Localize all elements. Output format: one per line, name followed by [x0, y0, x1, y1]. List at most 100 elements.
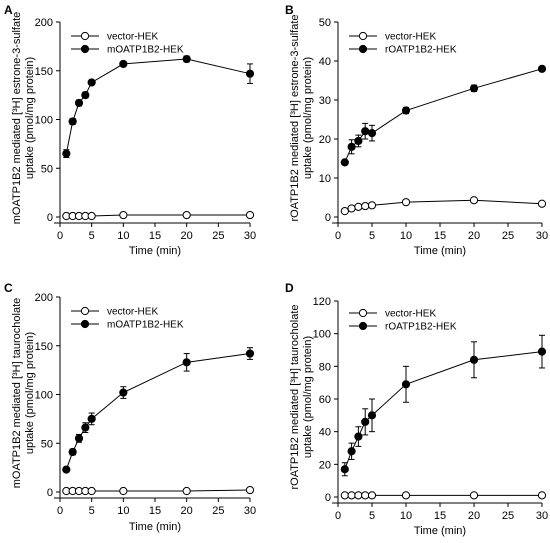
- data-point: [62, 465, 71, 474]
- x-tick-label: 10: [400, 510, 412, 522]
- x-tick-label: 20: [468, 230, 480, 242]
- x-tick-label: 30: [536, 510, 548, 522]
- legend-marker: [358, 31, 368, 41]
- data-point: [401, 106, 411, 115]
- series-vector: [340, 491, 547, 500]
- data-point: [62, 149, 71, 158]
- data-point: [81, 91, 90, 100]
- legend: vector-HEK rOATP1B2-HEK: [349, 32, 457, 56]
- x-tick-label: 10: [400, 230, 412, 242]
- x-tick-label: 15: [434, 510, 446, 522]
- data-point: [347, 491, 356, 500]
- y-tick-label: 120: [313, 296, 331, 308]
- data-point: [74, 98, 84, 108]
- series-line: [65, 353, 251, 470]
- x-tick-label: 15: [149, 505, 161, 517]
- legend: vector-HEK mOATP1B2-HEK: [71, 32, 184, 56]
- data-point: [119, 486, 128, 496]
- y-axis-label-line: mOATP1B2 mediated [³H] taurocholate: [11, 298, 23, 489]
- x-tick-label: 10: [117, 505, 129, 517]
- data-point: [537, 199, 547, 208]
- x-axis-label: Time (min): [129, 245, 181, 257]
- x-tick-label: 30: [244, 230, 256, 242]
- series-line: [344, 68, 543, 163]
- legend-marker: [80, 319, 90, 329]
- y-tick-label: 50: [41, 438, 53, 450]
- series-vector: [62, 485, 255, 496]
- data-point: [367, 201, 377, 210]
- legend: vector-HEK mOATP1B2-HEK: [71, 307, 184, 331]
- data-point: [182, 358, 191, 367]
- y-tick-label: 40: [319, 427, 331, 439]
- data-point: [68, 447, 77, 457]
- data-point: [245, 210, 255, 220]
- data-point: [87, 78, 96, 87]
- series-vector: [62, 210, 255, 221]
- y-tick-label: 20: [319, 134, 331, 146]
- y-tick-label: 20: [319, 459, 331, 471]
- x-tick-label: 20: [181, 505, 193, 517]
- legend-marker: [358, 308, 368, 318]
- y-axis-label-line: uptake (pmol/mg protein): [24, 57, 36, 179]
- data-point: [367, 411, 377, 420]
- data-point: [537, 491, 547, 500]
- data-point: [245, 485, 255, 495]
- legend-marker: [80, 44, 90, 54]
- data-point: [340, 207, 349, 216]
- legend-label: vector-HEK: [107, 307, 158, 318]
- data-point: [87, 486, 96, 496]
- data-point: [469, 355, 479, 364]
- series-transporter: [62, 347, 255, 474]
- y-tick-label: 100: [313, 329, 331, 341]
- x-tick-label: 20: [181, 230, 193, 242]
- x-tick-label: 25: [502, 510, 514, 522]
- data-point: [245, 349, 255, 358]
- data-point: [74, 434, 84, 443]
- series-vector: [340, 196, 547, 216]
- y-tick-label: 200: [35, 292, 53, 304]
- y-axis-label-line: uptake (pmol/mg protein): [24, 332, 36, 454]
- data-point: [469, 491, 479, 500]
- x-tick-label: 5: [89, 230, 95, 242]
- series-transporter: [62, 54, 255, 159]
- y-tick-label: 0: [47, 212, 53, 224]
- x-tick-label: 25: [212, 505, 224, 517]
- y-axis-label: rOATP1B2 mediated [³H] estrone-3-sulfate…: [289, 14, 314, 221]
- y-axis-label: mOATP1B2 mediated [³H] estrone-3-sulfate…: [11, 12, 36, 225]
- y-tick-label: 200: [35, 17, 53, 29]
- x-tick-label: 30: [244, 505, 256, 517]
- x-tick-label: 5: [369, 510, 375, 522]
- legend: vector-HEK rOATP1B2-HEK: [349, 309, 457, 333]
- legend-label: vector-HEK: [107, 32, 158, 43]
- x-tick-label: 0: [57, 230, 63, 242]
- y-axis-label-line: uptake (pmol/mg protein): [302, 57, 314, 179]
- legend-marker: [358, 321, 368, 331]
- data-point: [340, 491, 349, 500]
- data-point: [537, 347, 547, 356]
- x-tick-label: 5: [369, 230, 375, 242]
- data-point: [354, 432, 363, 441]
- data-point: [340, 465, 349, 474]
- y-tick-label: 10: [319, 173, 331, 185]
- series-transporter: [340, 334, 547, 477]
- data-point: [87, 211, 96, 221]
- data-point: [361, 491, 370, 500]
- data-point: [119, 59, 128, 69]
- data-point: [469, 196, 479, 205]
- data-point: [119, 210, 128, 220]
- panel-d: D 0 5 10 15 20 25 30 0 20 40 60 80 100 120 Time (min) rO…: [285, 281, 548, 537]
- y-tick-label: 100: [35, 115, 53, 127]
- legend-label: rOATP1B2-HEK: [385, 45, 457, 56]
- legend-label: vector-HEK: [385, 309, 436, 320]
- x-tick-label: 20: [468, 510, 480, 522]
- data-point: [354, 202, 363, 211]
- x-axis-label: Time (min): [414, 245, 466, 257]
- data-point: [367, 129, 377, 138]
- x-tick-label: 25: [502, 230, 514, 242]
- data-point: [354, 491, 363, 500]
- x-tick-label: 10: [117, 230, 129, 242]
- x-tick-label: 15: [149, 230, 161, 242]
- data-point: [361, 417, 370, 426]
- legend-label: mOATP1B2-HEK: [107, 320, 184, 331]
- panel-letter: C: [4, 281, 13, 295]
